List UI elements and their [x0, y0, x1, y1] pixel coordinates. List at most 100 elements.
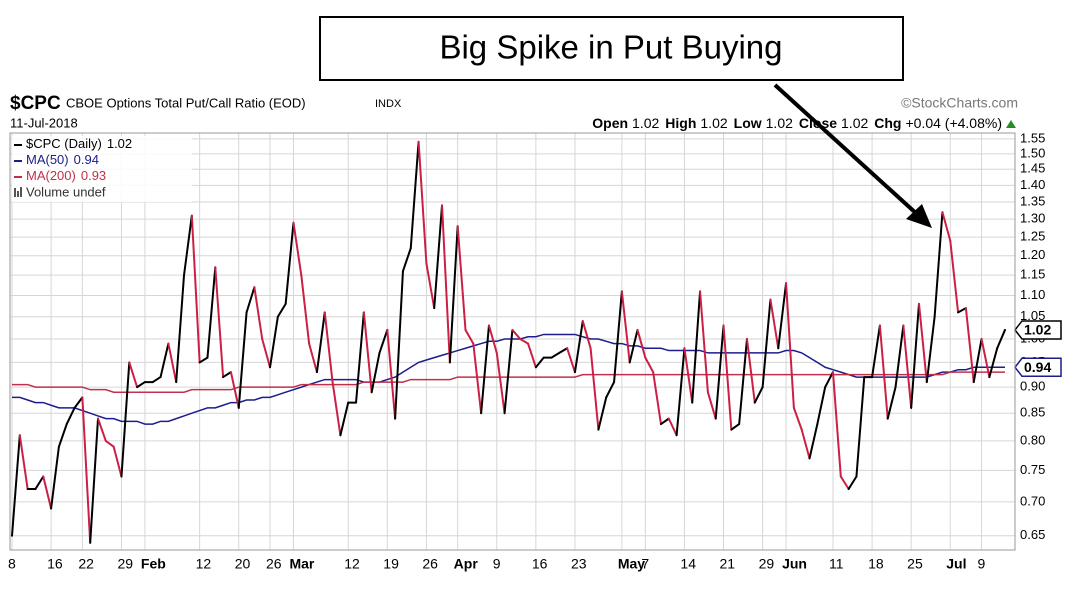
price-segment: [276, 302, 287, 318]
y-tick-label: 0.90: [1020, 379, 1045, 394]
price-segment: [480, 324, 490, 415]
price-segment: [613, 290, 623, 384]
y-tick-label: 1.35: [1020, 193, 1045, 208]
price-segment: [917, 302, 928, 384]
annotation-arrowhead: [906, 204, 932, 228]
x-tick-label: 26: [266, 556, 282, 572]
price-segment: [878, 324, 889, 420]
legend-value: 1.02: [107, 136, 132, 151]
price-segment: [581, 320, 592, 350]
price-segment: [503, 328, 514, 415]
legend-entry: MA(200) 0.93: [26, 168, 106, 183]
price-segment: [730, 423, 741, 431]
price-segment: [699, 290, 709, 394]
price-segment: [112, 445, 123, 478]
legend-volume-icon: [20, 187, 22, 197]
price-segment: [417, 140, 428, 265]
y-tick-label: 0.75: [1020, 462, 1045, 477]
price-segment: [487, 324, 498, 354]
price-segment: [89, 417, 100, 544]
price-segment: [323, 311, 334, 384]
last-value-box: [1014, 320, 1062, 340]
quote-value: 1.02: [766, 115, 793, 131]
price-segment: [972, 337, 983, 384]
x-tick-label: 16: [47, 556, 63, 572]
price-segment: [229, 371, 240, 409]
x-tick-label: May: [618, 556, 645, 572]
price-segment: [667, 417, 678, 437]
quote-value: 1.02: [841, 115, 868, 131]
price-segment: [839, 475, 850, 491]
price-segment: [847, 475, 858, 491]
x-tick-label: 26: [422, 556, 438, 572]
price-segment: [167, 342, 178, 384]
price-segment: [57, 423, 68, 448]
y-tick-label: 0.80: [1020, 432, 1045, 447]
price-segment: [800, 428, 811, 460]
price-segment: [136, 381, 146, 389]
price-segment: [566, 347, 576, 374]
price-segment: [941, 211, 952, 242]
price-segment: [183, 214, 193, 277]
quote-label: Open: [592, 115, 628, 131]
y-tick-label: 1.15: [1020, 267, 1045, 282]
price-segment: [128, 361, 139, 389]
watermark: ©StockCharts.com: [901, 95, 1018, 111]
x-tick-label: 23: [571, 556, 587, 572]
plot-area: 0.650.700.750.800.850.900.951.001.051.10…: [8, 130, 1062, 572]
exchange: INDX: [375, 98, 402, 110]
price-segment: [980, 337, 991, 379]
y-tick-label: 1.40: [1020, 177, 1045, 192]
price-segment: [745, 337, 756, 404]
price-segment: [394, 270, 404, 420]
price-segment: [831, 371, 842, 478]
price-segment: [761, 298, 772, 389]
price-segment: [300, 274, 311, 345]
price-segment: [433, 204, 444, 310]
price-segment: [50, 445, 60, 510]
price-segment: [261, 337, 272, 369]
legend-background: [12, 136, 192, 202]
price-segment: [808, 423, 819, 460]
price-segment: [636, 328, 647, 359]
last-value-label: 0.94: [1024, 359, 1051, 375]
last-value-label: 1.02: [1024, 322, 1051, 338]
quote-label: Chg: [874, 115, 901, 131]
x-tick-label: 25: [907, 556, 923, 572]
quote-value: 1.02: [632, 115, 659, 131]
price-segment: [386, 328, 397, 420]
x-tick-label: 9: [978, 556, 986, 572]
price-segment: [964, 307, 975, 384]
legend-volume-icon: [17, 191, 19, 197]
price-segment: [175, 274, 186, 384]
price-segment: [472, 342, 483, 415]
price-segment: [996, 328, 1006, 350]
price-segment: [362, 311, 373, 394]
x-tick-label: 9: [493, 556, 501, 572]
price-segment: [949, 239, 960, 314]
price-segment: [722, 324, 733, 431]
price-segment: [519, 337, 530, 345]
price-segment: [910, 302, 920, 409]
x-tick-label: 11: [829, 556, 844, 572]
price-segment: [769, 298, 780, 350]
y-tick-label: 0.70: [1020, 493, 1045, 508]
price-segment: [81, 396, 92, 544]
price-segment: [628, 328, 639, 364]
quote-value: 1.02: [700, 115, 727, 131]
x-tick-label: 22: [78, 556, 94, 572]
price-segment: [589, 347, 600, 431]
price-segment: [198, 356, 209, 364]
legend-name: MA(50): [26, 152, 69, 167]
x-tick-label: Jul: [946, 556, 966, 572]
y-tick-label: 0.65: [1020, 527, 1045, 542]
price-segment: [824, 371, 834, 389]
price-segment: [42, 475, 53, 510]
price-segment: [409, 140, 420, 250]
y-tick-label: 1.10: [1020, 287, 1045, 302]
x-tick-label: 29: [759, 556, 775, 572]
price-segment: [97, 417, 107, 442]
price-segment: [401, 247, 412, 273]
x-tick-label: 8: [8, 556, 16, 572]
y-tick-label: 1.20: [1020, 247, 1045, 262]
